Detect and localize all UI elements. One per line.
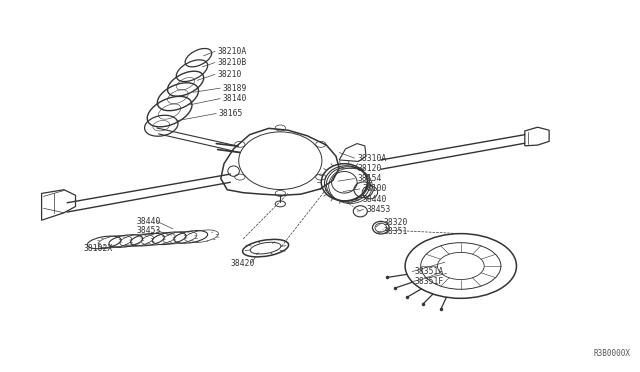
Text: 38100: 38100 xyxy=(362,185,387,193)
Text: 38120: 38120 xyxy=(357,164,381,173)
Text: 38189: 38189 xyxy=(223,84,247,93)
Text: 38351: 38351 xyxy=(384,227,408,236)
Text: 38351A: 38351A xyxy=(415,267,444,276)
Text: 38154: 38154 xyxy=(357,174,381,183)
Text: 38440: 38440 xyxy=(362,195,387,203)
Text: 38165: 38165 xyxy=(219,109,243,118)
Text: 38453: 38453 xyxy=(366,205,390,214)
Text: 38210A: 38210A xyxy=(218,47,247,56)
Text: 38351F: 38351F xyxy=(415,277,444,286)
Text: 38102X: 38102X xyxy=(83,244,113,253)
Text: 38210: 38210 xyxy=(218,70,242,79)
Text: 38320: 38320 xyxy=(384,218,408,227)
Text: 38440: 38440 xyxy=(136,217,161,226)
Text: 38420: 38420 xyxy=(230,259,255,267)
Text: 38140: 38140 xyxy=(223,94,247,103)
Text: 38310A: 38310A xyxy=(357,154,387,163)
Text: 38453: 38453 xyxy=(136,226,161,235)
Text: 38210B: 38210B xyxy=(218,58,247,67)
Text: R3B0000X: R3B0000X xyxy=(593,349,630,358)
